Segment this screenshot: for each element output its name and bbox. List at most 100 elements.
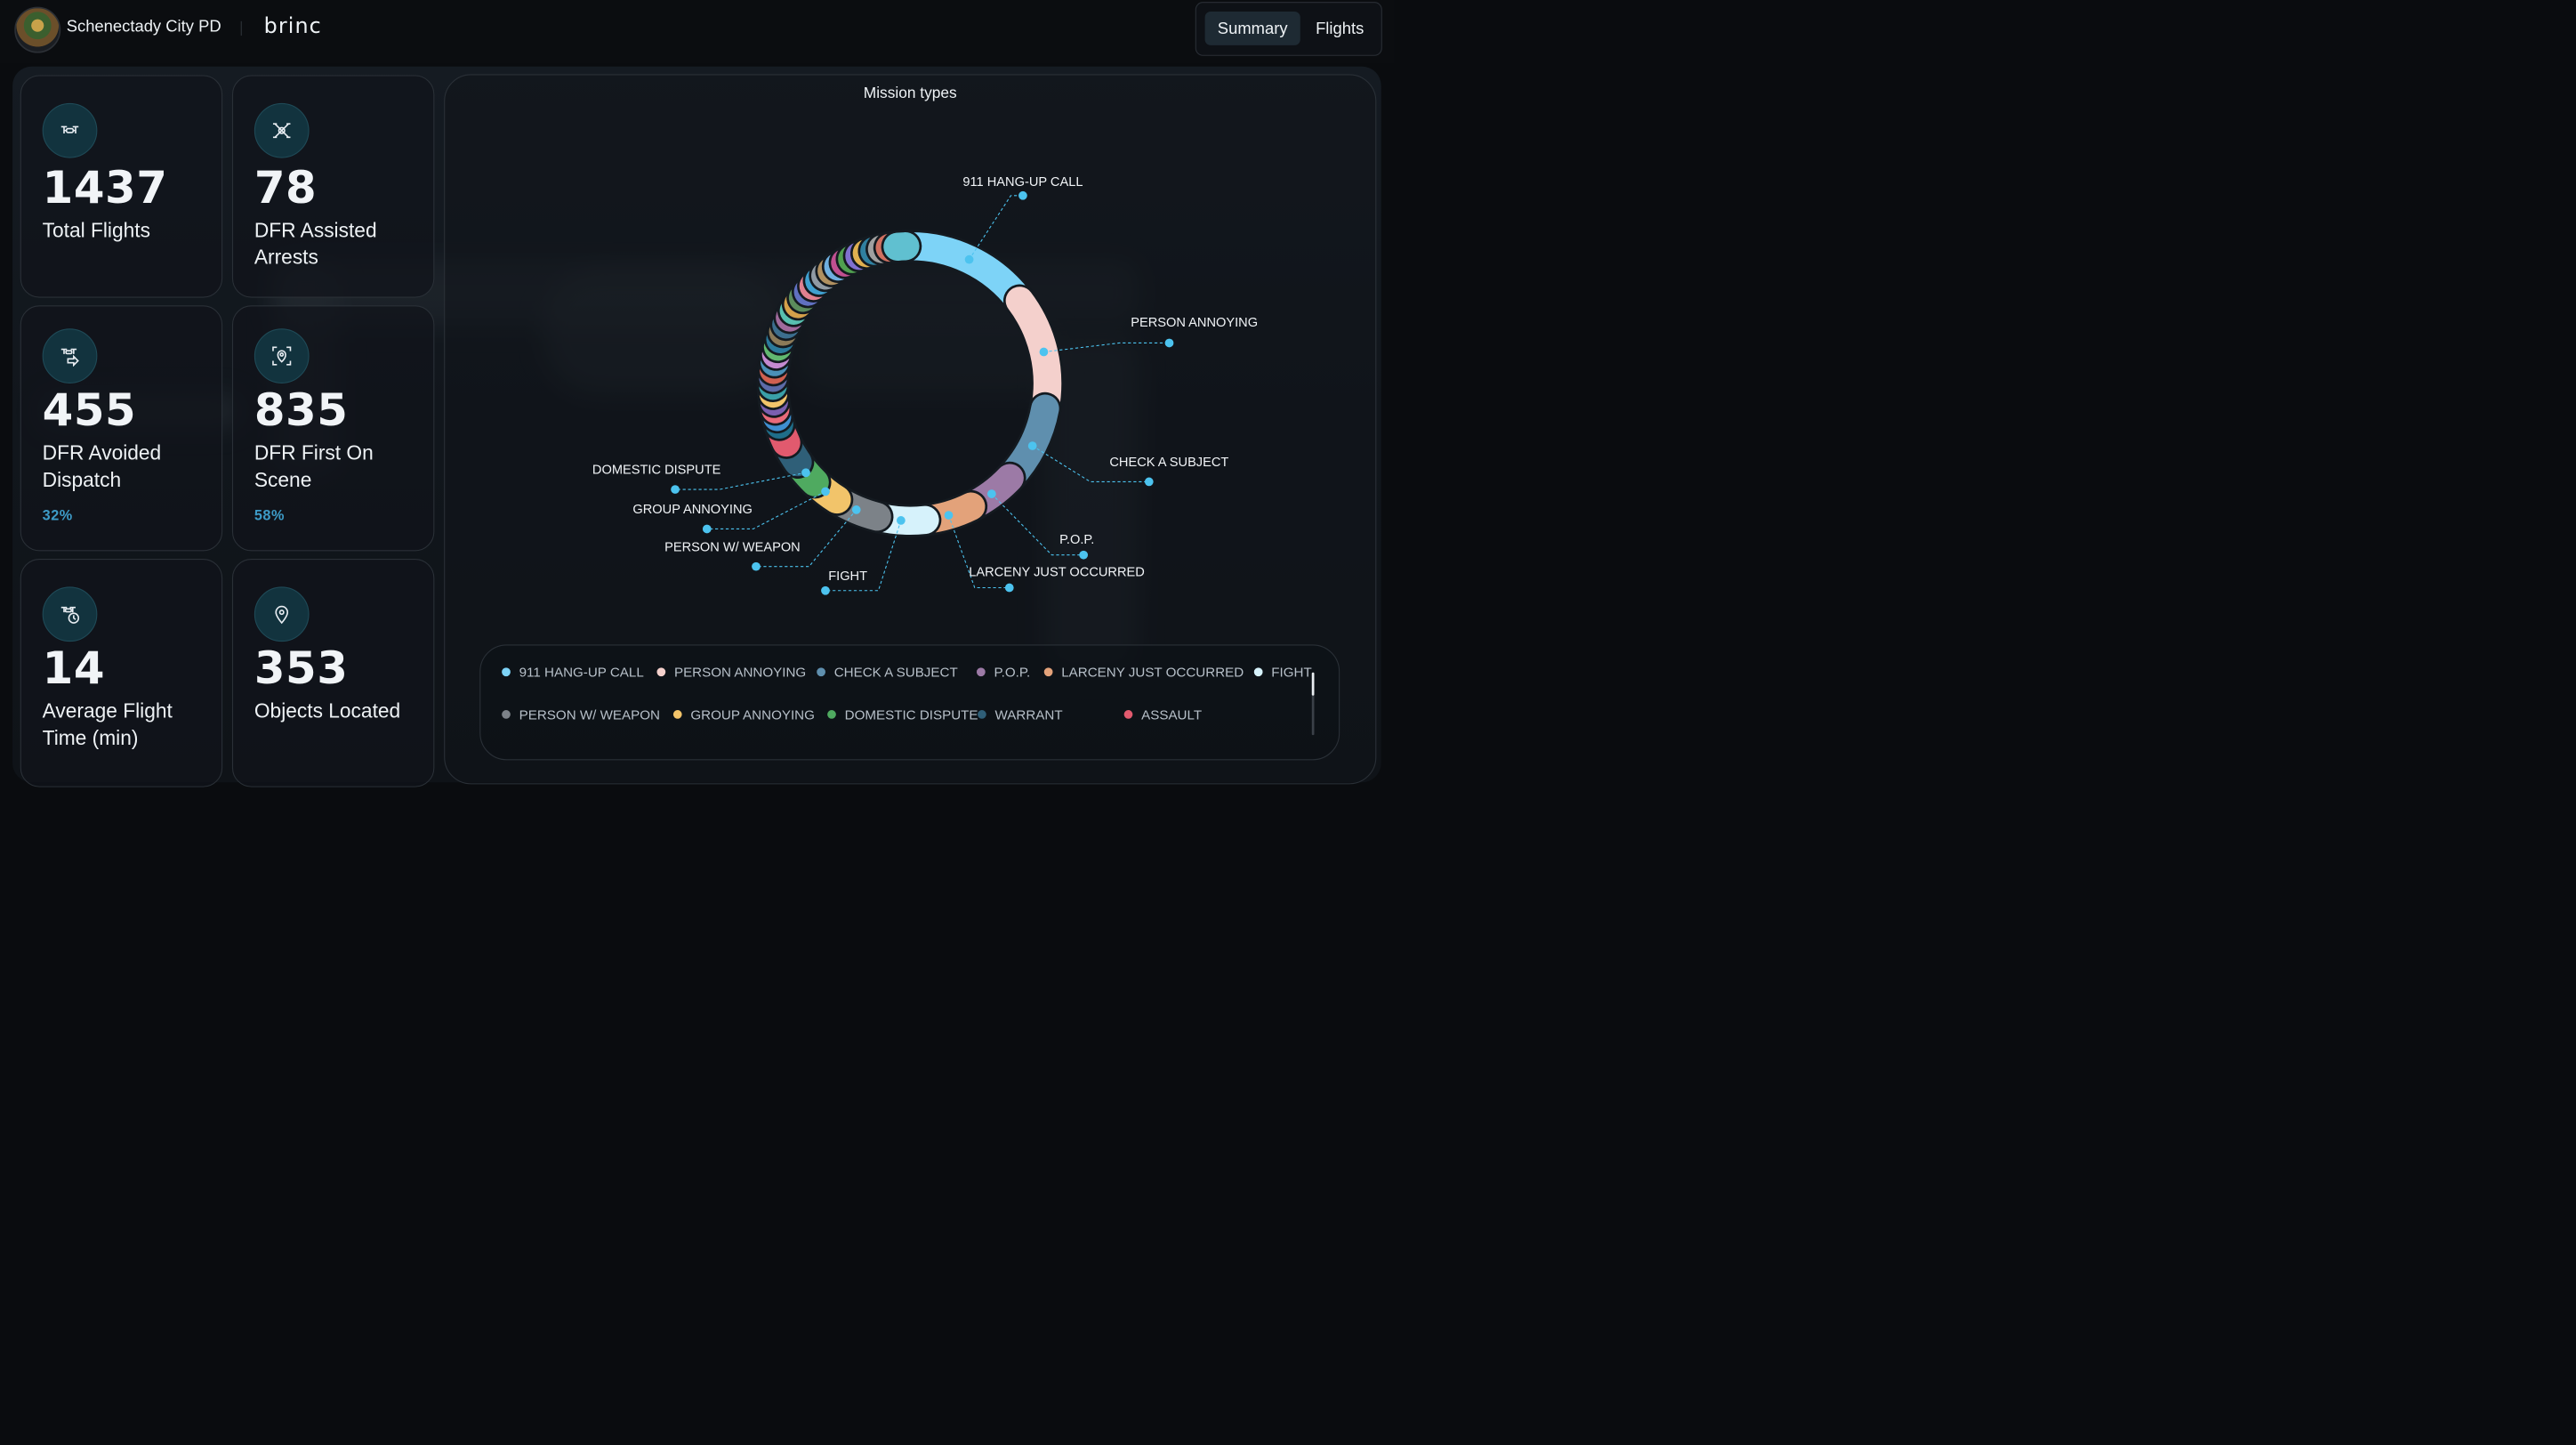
callout-person-w-weapon: PERSON W/ WEAPON: [664, 505, 861, 571]
police-badge-logo: [14, 6, 61, 53]
legend-label: PERSON ANNOYING: [673, 665, 807, 680]
legend-scroll-thumb[interactable]: [1311, 672, 1315, 696]
top-header: Schenectady City PD brinc Summary Flight…: [0, 0, 1395, 64]
average-flight-time-value: 14: [42, 642, 106, 695]
legend-scrollbar[interactable]: [1311, 672, 1315, 736]
objects-located-label: Objects Located: [254, 699, 401, 722]
legend-color-swatch: [672, 709, 682, 719]
tab-summary[interactable]: Summary: [1204, 11, 1300, 45]
callout-label: PERSON W/ WEAPON: [664, 540, 801, 554]
callout-label: LARCENY JUST OCCURRED: [969, 566, 1145, 580]
callout-label: 911 HANG-UP CALL: [962, 175, 1083, 190]
first-on-scene-value: 835: [254, 384, 349, 436]
brinc-logo: brinc: [263, 13, 322, 38]
legend-label: LARCENY JUST OCCURRED: [1061, 665, 1244, 680]
legend-label: FIGHT: [1271, 665, 1312, 680]
callout-leader-line: [1043, 342, 1170, 353]
callout-dot: [851, 505, 861, 514]
legend-label: P.O.P.: [994, 665, 1031, 680]
drone-arrest-icon: [254, 102, 310, 158]
legend-color-swatch: [827, 709, 836, 719]
donut-segment-minor[interactable]: [883, 232, 920, 262]
legend-item-check-a-subject[interactable]: CHECK A SUBJECT: [817, 665, 958, 680]
stat-card-assisted-arrests: 78 DFR Assisted Arrests: [231, 75, 435, 298]
callout-dot: [1004, 583, 1014, 593]
average-flight-time-label: Average Flight Time (min): [42, 699, 173, 749]
callout-leader-line: [706, 490, 826, 529]
header-divider: [240, 20, 242, 36]
callout-dot: [1164, 338, 1174, 348]
legend-item-911-hang-up-call[interactable]: 911 HANG-UP CALL: [502, 665, 644, 680]
drone-clock-icon: [42, 586, 98, 642]
callout-label: CHECK A SUBJECT: [1109, 456, 1228, 470]
legend-item-person-w-weapon[interactable]: PERSON W/ WEAPON: [502, 707, 660, 722]
callout-label: P.O.P.: [1059, 533, 1094, 547]
stat-card-objects-located: 353 Objects Located: [231, 559, 435, 787]
callout-leader-line: [969, 195, 1023, 260]
callout-911-hang-up-call: 911 HANG-UP CALL: [962, 175, 1083, 264]
callout-dot: [821, 487, 830, 496]
view-tabs: Summary Flights: [1195, 2, 1382, 56]
legend-item-domestic-dispute[interactable]: DOMESTIC DISPUTE: [827, 707, 978, 722]
legend-label: DOMESTIC DISPUTE: [844, 706, 978, 722]
callout-dot: [986, 489, 996, 498]
legend-color-swatch: [656, 667, 666, 676]
avoided-dispatch-percent: 32%: [42, 507, 73, 524]
stat-card-average-flight-time: 14 Average Flight Time (min): [20, 559, 223, 787]
callout-check-a-subject: CHECK A SUBJECT: [1027, 441, 1228, 487]
legend-color-swatch: [1253, 667, 1263, 676]
legend-item-warrant[interactable]: WARRANT: [978, 707, 1063, 722]
legend-color-swatch: [976, 667, 986, 676]
total-flights-value: 1437: [42, 161, 168, 214]
legend-item-group-annoying[interactable]: GROUP ANNOYING: [672, 706, 815, 722]
legend-label: GROUP ANNOYING: [690, 706, 815, 722]
callout-dot: [671, 485, 680, 494]
first-on-scene-label: DFR First On Scene: [254, 440, 374, 491]
callout-leader-line: [991, 493, 1084, 556]
total-flights-label: Total Flights: [42, 218, 150, 242]
stat-card-total-flights: 1437 Total Flights: [20, 75, 223, 298]
callout-dot: [801, 468, 810, 478]
first-on-scene-percent: 58%: [254, 507, 285, 524]
callout-dot: [702, 524, 712, 534]
callout-label: FIGHT: [828, 569, 867, 584]
legend-label: 911 HANG-UP CALL: [519, 665, 644, 680]
callout-dot: [896, 516, 906, 525]
legend-item-p-o-p-[interactable]: P.O.P.: [976, 665, 1031, 680]
stat-card-avoided-dispatch: 455 DFR Avoided Dispatch 32%: [20, 305, 223, 552]
avoided-dispatch-value: 455: [42, 384, 137, 436]
callout-domestic-dispute: DOMESTIC DISPUTE: [592, 464, 810, 494]
callout-dot: [752, 561, 761, 571]
map-pin-icon: [254, 586, 310, 642]
callout-dot: [1018, 190, 1027, 200]
callout-leader-line: [947, 514, 1010, 589]
callout-dot: [1144, 477, 1154, 487]
drone-dispatch-icon: [42, 328, 98, 383]
organization-name: Schenectady City PD: [66, 17, 221, 36]
legend-color-swatch: [1043, 667, 1053, 676]
chart-title: Mission types: [863, 84, 957, 101]
legend-color-swatch: [1123, 709, 1133, 719]
mission-types-panel: Mission types 911 HANG-UP CALL PERSON ANN…: [444, 74, 1377, 785]
legend-label: CHECK A SUBJECT: [833, 665, 958, 680]
callout-label: DOMESTIC DISPUTE: [592, 464, 721, 478]
mission-types-donut-chart: 911 HANG-UP CALL PERSON ANNOYING CHECK A S…: [592, 175, 1258, 595]
legend-label: WARRANT: [994, 706, 1063, 722]
callout-person-annoying: PERSON ANNOYING: [1039, 316, 1258, 357]
callout-dot: [1027, 441, 1037, 450]
callout-fight: FIGHT: [821, 516, 906, 595]
avoided-dispatch-label: DFR Avoided Dispatch: [42, 440, 162, 491]
legend-item-person-annoying[interactable]: PERSON ANNOYING: [656, 665, 806, 680]
callout-dot: [944, 511, 954, 520]
assisted-arrests-label: DFR Assisted Arrests: [254, 218, 377, 269]
legend-color-swatch: [978, 709, 986, 719]
legend-item-assault[interactable]: ASSAULT: [1123, 707, 1202, 722]
tab-flights[interactable]: Flights: [1316, 19, 1364, 38]
callout-label: PERSON ANNOYING: [1131, 316, 1258, 330]
legend-color-swatch: [502, 667, 511, 676]
legend-item-larceny-just-occurred[interactable]: LARCENY JUST OCCURRED: [1043, 665, 1244, 680]
legend-item-fight[interactable]: FIGHT: [1253, 665, 1312, 680]
drone-icon: [42, 102, 98, 158]
chart-legend: 911 HANG-UP CALL PERSON ANNOYING CHECK A S…: [479, 644, 1340, 761]
scene-location-icon: [254, 328, 310, 383]
